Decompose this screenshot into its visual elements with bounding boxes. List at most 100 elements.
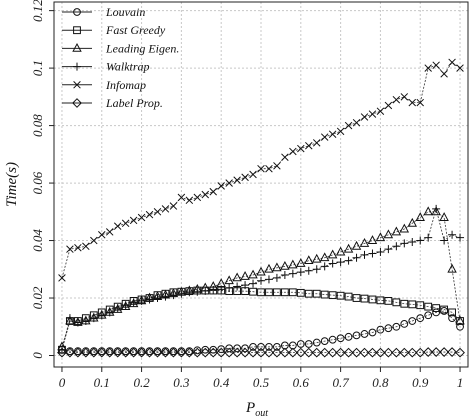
data-point [312,338,321,347]
data-point [129,298,138,307]
legend-item: Walktrap [62,60,150,74]
x-tick-label: 0.8 [372,375,389,390]
data-point [416,98,424,107]
data-point [232,272,242,282]
legend-label: Infomap [105,78,146,92]
data-point [113,304,122,313]
data-point [440,70,448,78]
data-point [416,301,425,310]
data-point [201,286,210,295]
data-point [97,311,106,320]
data-point [257,342,265,351]
data-point [137,213,146,222]
data-point [161,292,170,301]
data-point [153,208,162,216]
legend-item: Leading Eigen. [62,41,179,55]
data-point [408,237,417,246]
data-point [391,226,402,236]
data-point [304,266,313,275]
data-point [136,347,147,358]
y-tick-label: 0.08 [30,114,45,137]
data-point [416,314,425,323]
data-point [384,296,393,305]
legend-marker [73,26,81,35]
data-point [256,347,266,358]
data-point [312,139,321,147]
x-tick-label: 0.4 [213,375,230,390]
data-point [144,347,155,358]
data-point [193,287,202,296]
data-point [96,347,107,358]
data-point [328,130,337,138]
data-point [311,253,322,263]
data-point [297,144,305,153]
data-point [400,239,409,248]
data-point [376,248,385,257]
data-point [121,219,130,228]
x-tick-label: 0.3 [173,375,190,390]
data-point [137,296,146,305]
data-point [304,255,314,265]
data-point [168,347,179,358]
data-point [312,289,321,298]
data-point [58,274,66,282]
data-point [249,287,257,296]
data-point [193,346,202,355]
data-point [424,302,433,311]
data-point [392,322,401,331]
data-point [248,347,258,358]
data-point [224,347,235,358]
data-point [82,242,90,251]
data-point [352,253,361,262]
data-point [384,245,393,254]
data-point [233,282,242,291]
y-tick-label: 0.1 [30,60,45,76]
data-point [448,308,456,317]
data-point [280,271,289,280]
x-axis: 0 0.1 0.2 0.3 0.4 0.5 0.6 0.7 0.8 0.9 1 [59,367,463,390]
data-point [105,308,114,317]
data-point [225,283,234,292]
data-point [288,259,298,269]
data-point [343,243,354,253]
data-point [296,258,306,267]
data-point [152,347,163,358]
data-point [439,347,450,357]
data-point [319,347,330,358]
data-point [288,269,297,278]
data-point [129,216,138,225]
data-point [456,233,465,242]
data-point [328,259,337,268]
data-point [424,311,433,320]
data-point [448,58,456,67]
data-point [120,347,131,358]
data-point [400,299,409,308]
data-point [161,205,170,213]
legend-marker [73,8,81,16]
data-point [264,263,274,273]
data-point [448,230,457,239]
data-point [304,289,313,298]
data-point [432,304,441,312]
data-point [455,315,465,325]
data-point [336,291,345,300]
y-axis: 0 0.02 0.04 0.06 0.08 0.1 0.12 [30,0,54,359]
data-point [192,347,203,358]
data-point [209,187,217,196]
data-point [407,347,418,358]
data-point [257,164,265,173]
data-point [105,228,114,236]
data-point [368,295,377,304]
legend-label: Label Prop. [105,96,163,110]
data-point [376,325,385,334]
data-point [287,347,298,358]
data-point [391,347,402,358]
legend-label: Leading Eigen. [105,41,179,55]
series-line [61,207,461,350]
data-point [74,243,82,252]
data-point [424,64,432,72]
y-axis-title: Time(s) [4,162,20,207]
data-point [89,314,98,323]
series-line [61,290,461,350]
legend-marker [72,98,82,108]
